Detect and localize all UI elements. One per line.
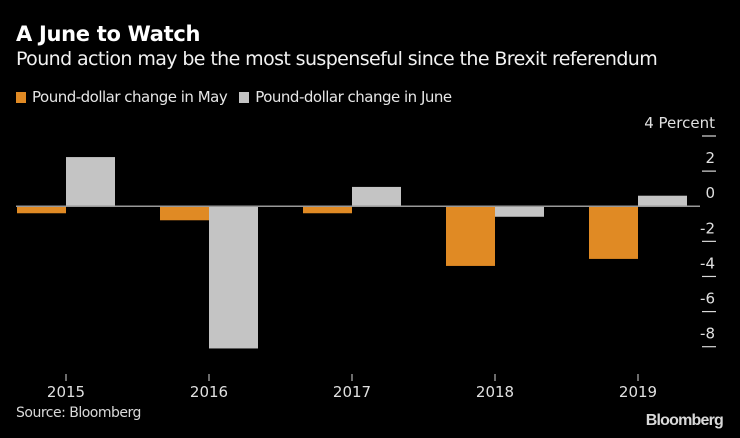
bar-may-2018 xyxy=(446,206,495,266)
x-tick-label: 2016 xyxy=(190,383,228,401)
source-note: Source: Bloomberg xyxy=(16,405,141,421)
y-tick-label: -8 xyxy=(700,325,715,343)
y-tick-label: 0 xyxy=(705,184,715,202)
y-tick-label: 2 xyxy=(705,149,715,167)
x-tick-label: 2019 xyxy=(619,383,657,401)
y-tick-label: -2 xyxy=(700,219,715,237)
x-tick-label: 2018 xyxy=(476,383,514,401)
y-tick-label: 4 Percent xyxy=(644,114,715,132)
legend-label-june: Pound-dollar change in June xyxy=(255,88,452,106)
chart-subtitle: Pound action may be the most suspenseful… xyxy=(16,48,658,70)
bar-may-2016 xyxy=(160,206,209,221)
y-tick-label: -6 xyxy=(700,290,715,308)
bloomberg-logo: Bloomberg xyxy=(645,412,724,429)
legend-item-may: Pound-dollar change in May xyxy=(16,88,228,106)
legend-swatch-june xyxy=(239,91,250,103)
legend-item-june: Pound-dollar change in June xyxy=(239,88,452,106)
y-tick-label: -4 xyxy=(700,254,715,272)
bar-june-2017 xyxy=(352,186,401,207)
chart-title: A June to Watch xyxy=(16,22,201,46)
bar-june-2015 xyxy=(66,157,115,207)
bar-may-2019 xyxy=(589,206,638,259)
y-axis: 4 Percent 2 0 -2 -4 -6 -8 xyxy=(644,114,716,348)
bar-june-2016 xyxy=(209,206,258,349)
bar-june-2018 xyxy=(495,206,544,217)
x-axis: 2015 2016 2017 2018 2019 xyxy=(47,374,657,401)
x-tick-label: 2017 xyxy=(333,383,371,401)
bar-june-2019 xyxy=(638,195,687,207)
bar-may-2015 xyxy=(17,206,66,214)
x-tick-label: 2015 xyxy=(47,383,85,401)
legend-label-may: Pound-dollar change in May xyxy=(32,88,228,106)
legend: Pound-dollar change in May Pound-dollar … xyxy=(16,88,464,106)
bar-may-2017 xyxy=(303,206,352,214)
bars-group xyxy=(17,157,687,349)
legend-swatch-may xyxy=(16,91,26,103)
